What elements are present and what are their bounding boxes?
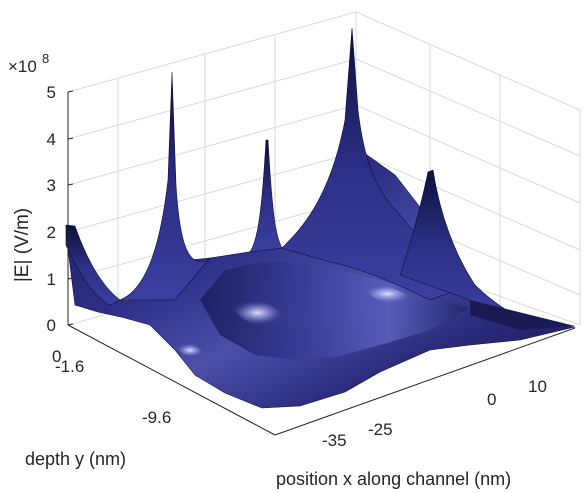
- x-tick-label: 10: [528, 377, 547, 396]
- y-tick-label: 0: [52, 347, 61, 366]
- z-exponent-power: 8: [42, 51, 49, 66]
- z-tick-label: 0: [47, 316, 56, 335]
- z-exponent-base: ×10: [8, 57, 37, 76]
- y-tick-labels: 0 -1.6 -9.6: [52, 347, 171, 427]
- x-tick-labels: -35 -25 0 10: [322, 377, 547, 450]
- z-tick-labels: 5 4 3 2 1 0: [47, 83, 56, 335]
- peak-back-right: [399, 169, 521, 319]
- grid-line: [355, 151, 581, 251]
- peak-center: [249, 139, 283, 253]
- grid-line: [67, 151, 357, 233]
- z-tick-label: 3: [47, 176, 56, 195]
- surface-highlight: [230, 300, 285, 326]
- grid-line: [355, 58, 581, 157]
- axis-lines: [67, 92, 576, 436]
- z-tick-label: 1: [47, 270, 56, 289]
- tick-mark: [67, 90, 74, 93]
- tick-mark: [67, 277, 74, 280]
- surface-highlight: [175, 343, 205, 358]
- z-tick-label: 2: [47, 223, 56, 242]
- z-tick-label: 4: [47, 130, 56, 149]
- peak-tall-left: [119, 71, 211, 301]
- grid-line: [355, 104, 581, 204]
- tick-mark: [67, 137, 74, 140]
- z-tick-marks: [67, 90, 74, 326]
- x-tick-label: -25: [368, 420, 393, 439]
- x-tick-label: 0: [487, 390, 496, 409]
- tick-mark: [67, 183, 74, 186]
- y-axis-line: [67, 324, 276, 436]
- x-tick-label: -35: [322, 431, 347, 450]
- tick-mark: [67, 230, 74, 233]
- y-tick-label: -9.6: [142, 408, 171, 427]
- grid-line: [67, 104, 357, 186]
- y-tick-label: -1.6: [55, 357, 84, 376]
- tick-mark: [67, 323, 74, 326]
- z-exponent: ×10 8: [8, 51, 49, 76]
- peak-right-main: [281, 27, 471, 301]
- z-tick-label: 5: [47, 83, 56, 102]
- surface-highlight: [360, 283, 415, 305]
- x-axis-line: [274, 327, 576, 436]
- surface-mesh: [65, 27, 576, 409]
- grid-line: [67, 58, 357, 140]
- surface-tail: [470, 300, 575, 330]
- z-axis-label: |E| (V/m): [12, 208, 33, 282]
- grid-line: [67, 198, 357, 280]
- y-axis-label: depth y (nm): [25, 449, 126, 469]
- x-axis-label: position x along channel (nm): [276, 469, 511, 489]
